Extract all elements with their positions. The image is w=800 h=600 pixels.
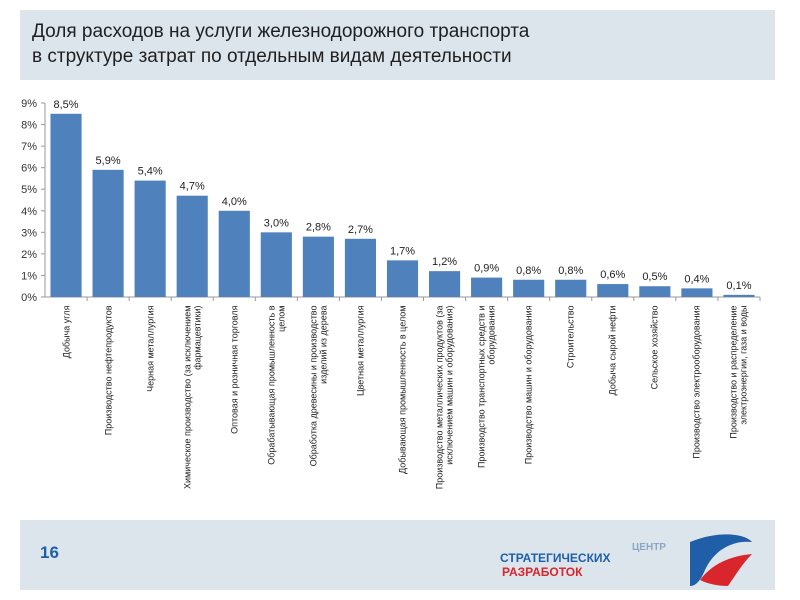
x-tick-label: Производство электрооборудования — [691, 305, 702, 459]
value-label: 1,2% — [432, 256, 457, 268]
y-tick-label: 0% — [21, 292, 37, 304]
x-tick-label: Цветная металлургия — [355, 305, 366, 396]
page-number: 16 — [40, 543, 59, 562]
y-tick-label: 5% — [21, 184, 37, 196]
bar — [176, 195, 208, 297]
x-tick-label: Производство металлических продуктов (за… — [434, 305, 455, 489]
x-tick-label: Строительство — [565, 305, 576, 368]
title-box: Доля расходов на услуги железнодорожного… — [20, 10, 775, 80]
x-tick-label: Сельское хозяйство — [649, 305, 660, 389]
value-label: 5,9% — [96, 155, 121, 167]
value-label: 8,5% — [53, 99, 78, 111]
x-tick-label: Добыча угля — [61, 305, 72, 358]
x-tick-label: Производство нефтепродуктов — [103, 305, 114, 435]
logo-shape — [690, 534, 752, 586]
y-tick-label: 6% — [21, 163, 37, 175]
logo-shape — [700, 554, 752, 586]
value-label: 0,6% — [600, 269, 625, 281]
y-tick-label: 8% — [21, 120, 37, 132]
bar — [471, 277, 503, 297]
x-tick-label: Производство машин и оборудования — [523, 305, 534, 464]
value-label: 0,9% — [474, 263, 499, 275]
title-line: в структуре затрат по отдельным видам де… — [32, 46, 512, 67]
bar — [134, 180, 166, 297]
value-label: 0,4% — [684, 273, 709, 285]
value-label: 0,5% — [642, 271, 667, 283]
value-label: 2,7% — [348, 224, 373, 236]
y-tick-label: 2% — [21, 249, 37, 261]
bar — [597, 284, 629, 297]
value-label: 0,8% — [558, 265, 583, 277]
x-tick-label: Добывающая промышленность в целом — [397, 305, 408, 474]
bar — [218, 210, 250, 297]
x-tick-label: Обработка древесины и производство издел… — [308, 305, 329, 466]
value-label: 2,8% — [306, 222, 331, 234]
logo-text: РАЗРАБОТОК — [502, 565, 583, 579]
value-label: 3,0% — [264, 217, 289, 229]
value-label: 1,7% — [390, 245, 415, 257]
y-tick-label: 3% — [21, 227, 37, 239]
x-tick-label: Оптовая и розничная торговля — [229, 305, 240, 434]
title-line: Доля расходов на услуги железнодорожного… — [32, 21, 530, 42]
logo-text: СТРАТЕГИЧЕСКИХ — [500, 551, 611, 565]
value-label: 5,4% — [138, 166, 163, 178]
bar — [302, 236, 334, 297]
x-tick-label: Обрабатывающая промышленность в целом — [266, 305, 287, 465]
y-tick-label: 1% — [21, 270, 37, 282]
value-label: 0,8% — [516, 265, 541, 277]
x-tick-label: Добыча сырой нефти — [607, 305, 618, 395]
y-tick-label: 4% — [21, 206, 37, 218]
value-label: 0,1% — [726, 280, 751, 292]
bar — [50, 113, 82, 298]
bar — [513, 279, 545, 297]
bar — [428, 271, 461, 297]
logo-text: ЦЕНТР — [632, 542, 666, 553]
x-tick-label: Производство транспортных средств и обор… — [476, 305, 497, 468]
bar — [555, 279, 587, 297]
bar — [639, 286, 671, 297]
bar — [386, 260, 419, 297]
x-tick-label: Черная металлургия — [145, 305, 156, 392]
footer-graphics: 16 ЦЕНТР СТРАТЕГИЧЕСКИХ РАЗРАБОТОК — [40, 534, 752, 586]
y-tick-label: 9% — [21, 98, 37, 110]
bar — [260, 232, 292, 297]
bar — [344, 238, 377, 297]
y-tick-label: 7% — [21, 141, 37, 153]
chart: 0% 1% 2% 3% 4% 5% 6% 7% 8% 9% 8,5% 5,9% 5,4% 4,7% 4,0%… — [21, 98, 761, 304]
value-label: 4,0% — [222, 196, 247, 208]
bar — [92, 169, 124, 297]
value-label: 4,7% — [180, 181, 205, 193]
footer — [20, 520, 775, 590]
x-tick-label: Химическое производство (за исключением … — [182, 305, 203, 489]
bar — [681, 288, 713, 297]
x-tick-label: Производство и распределение электроэнер… — [728, 305, 749, 439]
bar — [723, 294, 755, 297]
